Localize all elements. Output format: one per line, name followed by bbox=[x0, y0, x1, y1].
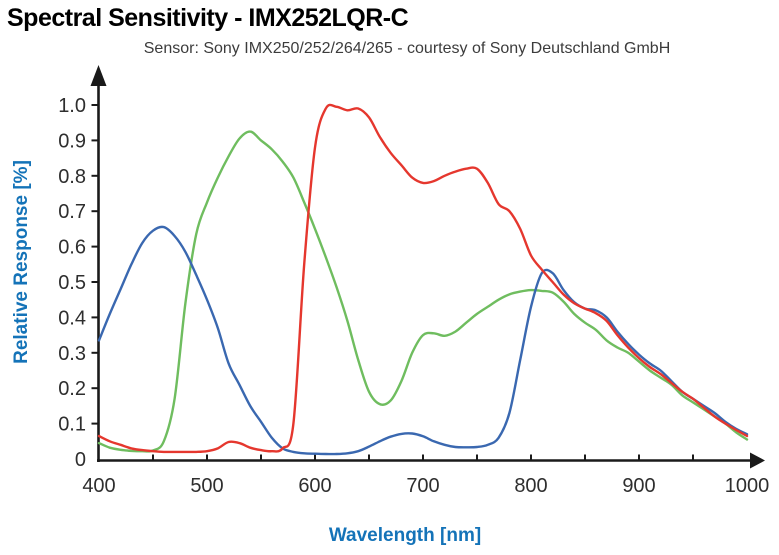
y-tick-label: 0.9 bbox=[58, 130, 86, 152]
y-tick-label: 0.3 bbox=[58, 343, 86, 365]
y-tick-label: 0.5 bbox=[58, 272, 86, 294]
chart-subtitle: Sensor: Sony IMX250/252/264/265 - courte… bbox=[143, 40, 671, 57]
y-axis-arrow-icon bbox=[90, 65, 107, 86]
y-tick-label: 0 bbox=[75, 449, 86, 471]
x-tick-label: 600 bbox=[298, 475, 331, 497]
x-tick-label: 800 bbox=[514, 475, 547, 497]
tick-labels: 400 500 600 700 800 900 1000 0 0.1 0.2 0.3 0.4 0.5 0.… bbox=[58, 95, 769, 497]
y-tick-label: 0.6 bbox=[58, 237, 86, 259]
axes bbox=[90, 65, 765, 469]
red-pixel-response-curve bbox=[97, 103, 749, 454]
x-tick-label: 500 bbox=[190, 475, 223, 497]
x-tick-label: 400 bbox=[82, 475, 115, 497]
x-tick-label: 1000 bbox=[725, 475, 770, 497]
green-pixel-response-curve bbox=[97, 130, 749, 453]
spectral-curves bbox=[97, 103, 749, 456]
x-tick-label: 900 bbox=[622, 475, 655, 497]
y-tick-label: 0.8 bbox=[58, 166, 86, 188]
y-tick-label: 0.4 bbox=[58, 307, 86, 329]
y-axis-label: Relative Response [%] bbox=[11, 160, 32, 364]
page-title: Spectral Sensitivity - IMX252LQR-C bbox=[7, 4, 409, 32]
y-tick-label: 0.7 bbox=[58, 201, 86, 223]
blue-pixel-response-curve bbox=[97, 225, 749, 456]
x-tick-label: 700 bbox=[406, 475, 439, 497]
y-tick-label: 0.1 bbox=[58, 414, 86, 436]
x-axis-label: Wavelength [nm] bbox=[329, 525, 481, 546]
y-tick-label: 1.0 bbox=[58, 95, 86, 117]
x-axis-arrow-icon bbox=[750, 452, 765, 469]
y-tick-label: 0.2 bbox=[58, 378, 86, 400]
